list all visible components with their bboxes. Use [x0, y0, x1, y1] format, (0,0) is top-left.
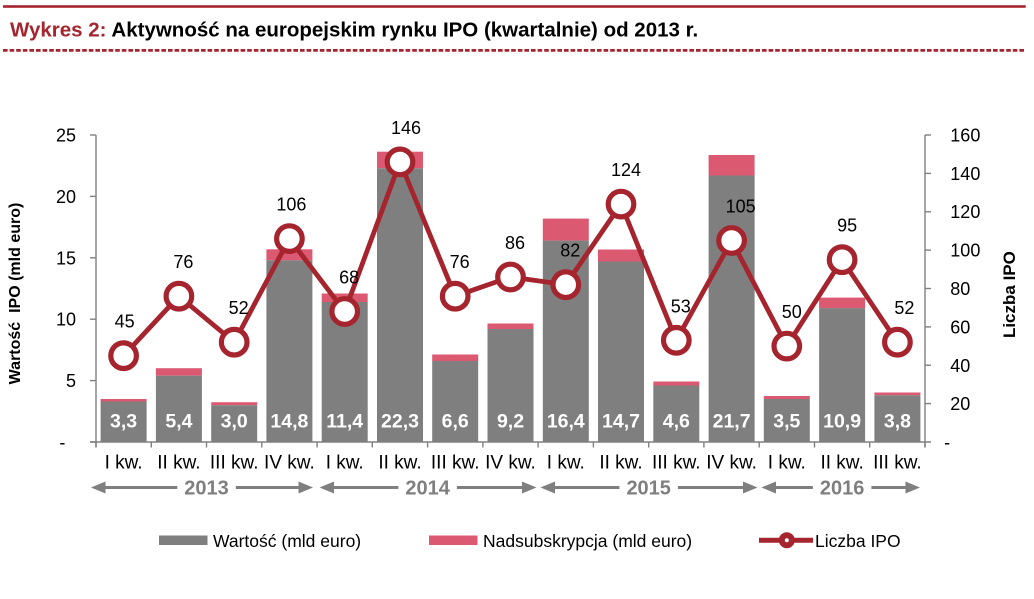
svg-text:3,5: 3,5: [773, 411, 800, 433]
svg-text:45: 45: [115, 312, 135, 332]
svg-text:106: 106: [276, 195, 306, 215]
svg-text:105: 105: [726, 197, 756, 217]
svg-text:146: 146: [391, 118, 421, 138]
svg-text:-: -: [944, 433, 950, 453]
svg-text:II kw.: II kw.: [157, 453, 200, 474]
svg-text:124: 124: [611, 160, 641, 180]
svg-text:I kw.: I kw.: [326, 453, 364, 474]
svg-text:68: 68: [339, 268, 359, 288]
svg-text:86: 86: [505, 233, 525, 253]
svg-text:2015: 2015: [626, 477, 671, 499]
svg-text:21,7: 21,7: [713, 411, 751, 433]
svg-text:100: 100: [950, 241, 980, 261]
svg-text:II kw.: II kw.: [599, 453, 642, 474]
svg-text:III kw.: III kw.: [873, 453, 922, 474]
svg-text:76: 76: [173, 252, 193, 272]
svg-text:5,4: 5,4: [165, 411, 192, 433]
svg-text:3,8: 3,8: [884, 411, 911, 433]
svg-text:20: 20: [56, 187, 76, 207]
svg-text:22,3: 22,3: [381, 411, 419, 433]
svg-text:I kw.: I kw.: [547, 453, 585, 474]
svg-text:16,4: 16,4: [547, 411, 585, 433]
svg-text:50: 50: [782, 302, 802, 322]
svg-text:III kw.: III kw.: [210, 453, 259, 474]
svg-text:40: 40: [950, 356, 970, 376]
svg-text:5: 5: [66, 371, 76, 391]
svg-text:52: 52: [229, 298, 249, 318]
svg-text:3,0: 3,0: [221, 411, 248, 433]
svg-text:Liczba IPO: Liczba IPO: [1000, 251, 1019, 338]
svg-text:53: 53: [671, 296, 691, 316]
svg-text:10: 10: [56, 310, 76, 330]
svg-text:Liczba IPO: Liczba IPO: [815, 531, 901, 551]
svg-text:II kw.: II kw.: [378, 453, 421, 474]
svg-text:-: -: [59, 433, 65, 453]
svg-text:15: 15: [56, 248, 76, 268]
svg-text:160: 160: [950, 126, 980, 146]
svg-text:III kw.: III kw.: [431, 453, 480, 474]
svg-text:14,7: 14,7: [602, 411, 640, 433]
svg-text:3,3: 3,3: [110, 411, 137, 433]
svg-text:82: 82: [560, 241, 580, 261]
svg-text:2013: 2013: [184, 477, 229, 499]
svg-text:9,2: 9,2: [497, 411, 524, 433]
svg-text:2014: 2014: [405, 477, 450, 499]
svg-text:I kw.: I kw.: [768, 453, 806, 474]
svg-text:2016: 2016: [820, 477, 865, 499]
svg-text:IV kw.: IV kw.: [485, 453, 536, 474]
svg-text:IV kw.: IV kw.: [264, 453, 315, 474]
svg-text:20: 20: [950, 394, 970, 414]
svg-text:10,9: 10,9: [823, 411, 861, 433]
svg-text:II kw.: II kw.: [820, 453, 863, 474]
svg-text:Wartość IPO (mld euro): Wartość IPO (mld euro): [7, 203, 24, 385]
svg-text:Wartość (mld euro): Wartość (mld euro): [213, 531, 361, 551]
svg-text:25: 25: [56, 126, 76, 146]
svg-text:76: 76: [450, 252, 470, 272]
svg-text:140: 140: [950, 164, 980, 184]
svg-text:60: 60: [950, 317, 970, 337]
svg-text:11,4: 11,4: [326, 411, 363, 433]
svg-text:95: 95: [837, 216, 857, 236]
svg-text:I kw.: I kw.: [105, 453, 143, 474]
svg-text:6,6: 6,6: [442, 411, 469, 433]
svg-text:52: 52: [894, 298, 914, 318]
svg-text:III kw.: III kw.: [652, 453, 701, 474]
svg-text:Wykres 2: Aktywność na europej: Wykres 2: Aktywność na europejskim rynku…: [10, 18, 698, 41]
svg-text:80: 80: [950, 279, 970, 299]
svg-text:4,6: 4,6: [663, 411, 690, 433]
svg-text:14,8: 14,8: [270, 411, 308, 433]
svg-text:IV kw.: IV kw.: [706, 453, 757, 474]
svg-text:120: 120: [950, 202, 980, 222]
svg-text:Nadsubskrypcja (mld euro): Nadsubskrypcja (mld euro): [483, 531, 692, 551]
